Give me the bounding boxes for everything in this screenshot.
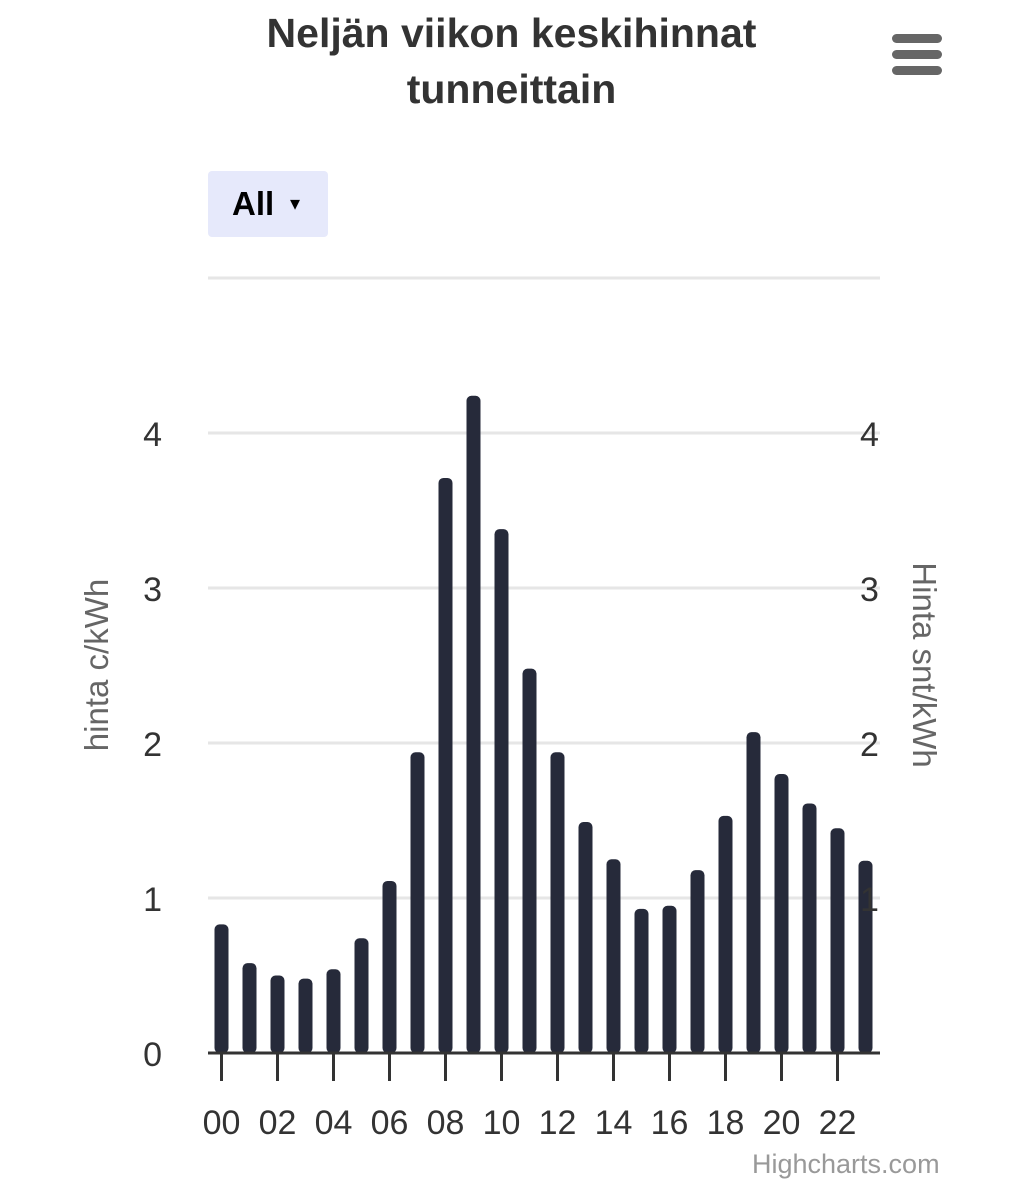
x-tick-label: 00 [203,1104,241,1142]
bar-hour-17[interactable] [690,870,705,1053]
hamburger-menu-icon-bar [892,66,942,75]
grid-lines [208,276,880,900]
x-tick-label: 02 [259,1104,297,1142]
bar-hour-06[interactable] [382,880,397,1053]
bar-hour-13[interactable] [578,822,593,1053]
bar-hour-20[interactable] [774,774,789,1053]
x-tick-label: 16 [651,1104,689,1142]
y-tick-label-left: 4 [143,416,162,454]
y-tick-label-right: 2 [860,726,879,764]
y-axis-title-right: Hinta snt/kWh [906,562,943,767]
y-tick-label-left: 3 [143,571,162,609]
highcharts-credits-link[interactable]: Highcharts.com [752,1149,940,1179]
bar-hour-12[interactable] [550,752,565,1053]
hamburger-menu-icon-bar [892,50,942,59]
y-tick-label-left: 2 [143,726,162,764]
x-tick-label: 06 [371,1104,409,1142]
bar-hour-11[interactable] [522,668,537,1053]
y-tick-label-left: 1 [143,881,162,919]
y-tick-label-right: 1 [860,881,879,919]
bar-hour-23[interactable] [858,860,873,1053]
x-tick-label: 04 [315,1104,353,1142]
bar-hour-05[interactable] [354,938,369,1053]
range-select-value: All [232,185,275,222]
bar-hour-08[interactable] [438,477,453,1053]
export-menu-button[interactable] [888,32,946,78]
caret-down-icon: ▾ [290,193,301,215]
bar-hour-16[interactable] [662,905,677,1053]
bar-hour-15[interactable] [634,908,649,1053]
bar-hour-01[interactable] [242,963,257,1053]
x-tick-label: 18 [707,1104,745,1142]
x-tick-label: 20 [763,1104,801,1142]
y-tick-label-right: 3 [860,571,879,609]
bar-hour-02[interactable] [270,975,285,1054]
bar-hour-03[interactable] [298,978,313,1053]
y-axis-title-left: hinta c/kWh [78,579,115,751]
x-tick-label: 12 [539,1104,577,1142]
bar-hour-00[interactable] [214,924,229,1053]
y-tick-label-left: 0 [143,1036,162,1074]
x-tick-label: 10 [483,1104,521,1142]
hamburger-menu-icon [892,34,942,43]
x-tick-label: 08 [427,1104,465,1142]
range-select-dropdown[interactable]: All ▾ [208,171,328,237]
chart-title-line-1: Neljän viikon keskihinnat [266,10,757,56]
y-tick-label-right: 4 [860,416,879,454]
bar-hour-09[interactable] [466,395,481,1053]
x-tick-label: 14 [595,1104,633,1142]
bar-hour-14[interactable] [606,859,621,1053]
bars [214,395,873,1054]
x-tick-label: 22 [819,1104,857,1142]
bar-hour-18[interactable] [718,815,733,1053]
bar-hour-07[interactable] [410,752,425,1053]
bar-hour-04[interactable] [326,969,341,1053]
chart-title-line-2: tunneittain [406,66,617,112]
bar-hour-10[interactable] [494,529,509,1053]
bar-hour-21[interactable] [802,803,817,1053]
bar-hour-19[interactable] [746,732,761,1053]
bar-hour-22[interactable] [830,828,845,1053]
